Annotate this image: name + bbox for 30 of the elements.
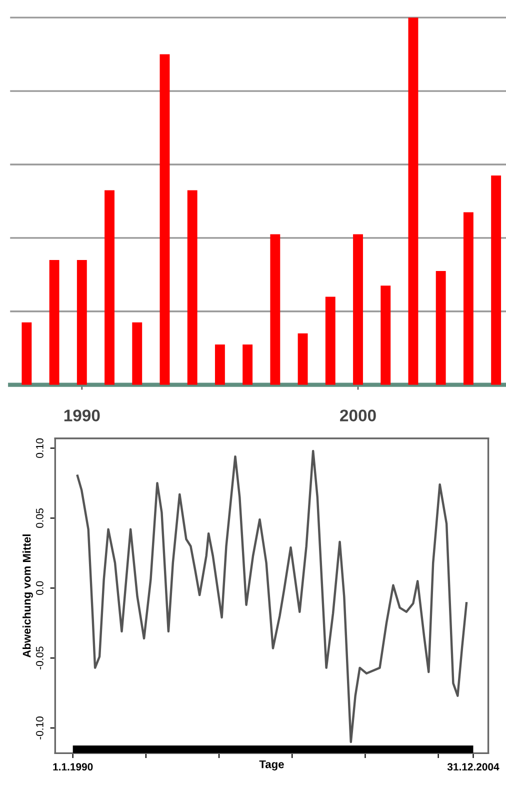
y-tick-label: 0.05 xyxy=(36,508,44,528)
bar xyxy=(187,190,198,385)
line-series xyxy=(76,450,468,744)
bar xyxy=(325,296,336,385)
bar xyxy=(353,234,363,385)
y-tick-label: 0.0 xyxy=(36,581,44,595)
bar xyxy=(49,260,60,385)
bar xyxy=(270,234,280,385)
x-axis-title: Tage xyxy=(259,760,284,770)
bar xyxy=(380,286,391,385)
y-tick-label: -0.10 xyxy=(36,716,44,740)
x-tick-label: 1990 xyxy=(64,410,100,422)
x-tick-label: 1.1.1990 xyxy=(53,763,93,771)
bar xyxy=(408,18,418,385)
y-axis-title: Abweichung vom Mittel xyxy=(22,534,33,658)
bar xyxy=(132,322,142,385)
bar xyxy=(22,322,32,385)
bar xyxy=(104,190,114,385)
bar xyxy=(298,333,308,385)
y-tick-label: 0.10 xyxy=(36,438,44,458)
bar xyxy=(214,344,225,385)
bar xyxy=(76,260,87,385)
bar xyxy=(160,54,170,385)
x-tick-label: 2000 xyxy=(340,410,376,422)
bar xyxy=(463,212,474,385)
y-tick-label: -0.05 xyxy=(36,646,44,670)
bar xyxy=(491,176,502,385)
x-tick-label: 31.12.2004 xyxy=(447,763,500,771)
bar xyxy=(436,270,446,385)
bar xyxy=(242,344,253,385)
